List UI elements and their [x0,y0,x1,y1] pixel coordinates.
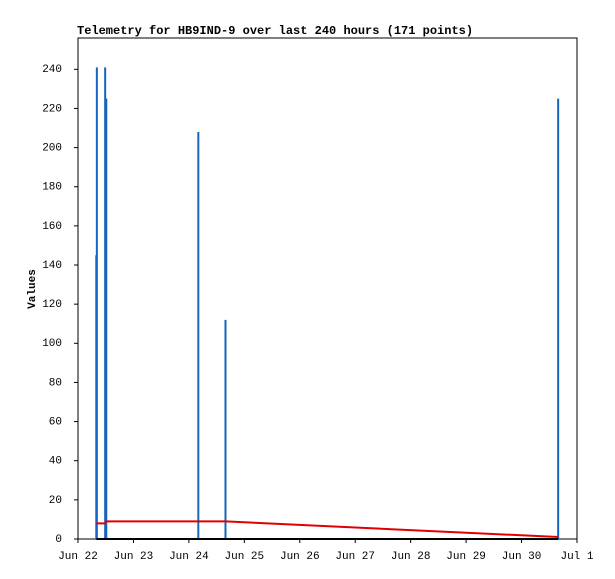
y-tick-label: 240 [42,64,62,76]
x-tick-label: Jun 23 [114,551,154,563]
y-tick-label: 60 [49,416,62,428]
chart-title: Telemetry for HB9IND-9 over last 240 hou… [77,24,473,38]
y-tick-label: 20 [49,495,62,507]
plot-frame [77,37,578,540]
series-line [96,520,559,539]
y-tick-label: 160 [42,221,62,233]
x-tick-label: Jun 27 [335,551,375,563]
y-tick-label: 100 [42,338,62,350]
x-tick-label: Jun 30 [502,551,542,563]
x-tick-label: Jul 1 [560,551,593,563]
x-tick-label: Jun 28 [391,551,431,563]
x-tick-label: Jun 26 [280,551,320,563]
y-tick-label: 40 [49,456,62,468]
x-tick-label: Jun 22 [58,551,98,563]
y-tick-label: 0 [55,534,62,546]
y-tick-label: 220 [42,103,62,115]
x-tick-label: Jun 29 [446,551,486,563]
y-tick-label: 80 [49,377,62,389]
y-axis-label: Values [27,269,39,309]
y-tick-label: 200 [42,143,62,155]
x-tick-label: Jun 25 [225,551,265,563]
y-tick-label: 180 [42,182,62,194]
y-tick-label: 140 [42,260,62,272]
x-tick-label: Jun 24 [169,551,209,563]
y-tick-label: 120 [42,299,62,311]
